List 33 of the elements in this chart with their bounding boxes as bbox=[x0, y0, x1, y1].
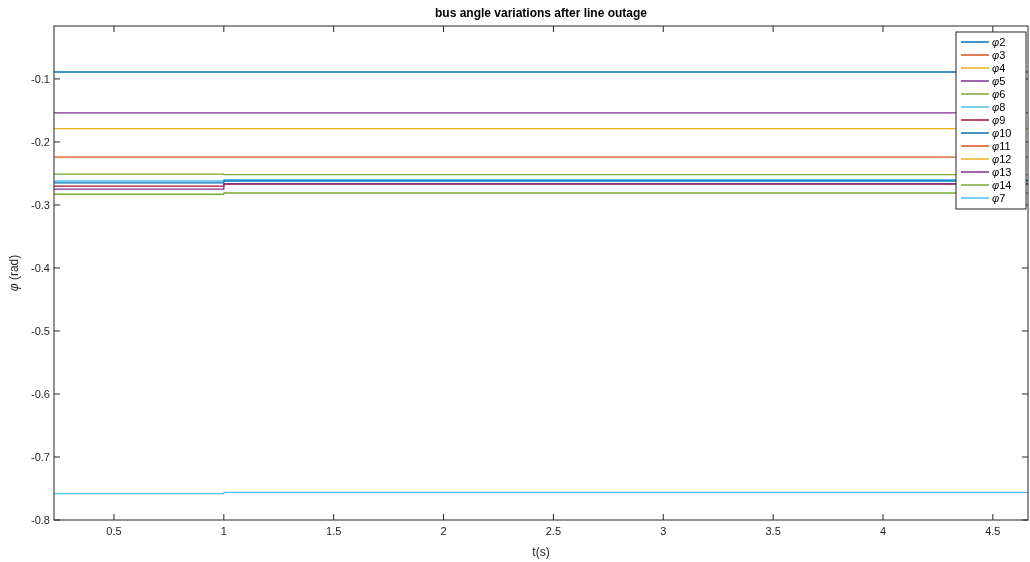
legend-label: φ6 bbox=[992, 87, 1006, 100]
legend-label: φ10 bbox=[992, 126, 1012, 139]
x-tick-label: 0.5 bbox=[106, 525, 122, 537]
legend-label: φ11 bbox=[992, 139, 1011, 152]
y-tick-label: -0.3 bbox=[31, 198, 50, 211]
x-tick-label: 3.5 bbox=[765, 525, 781, 537]
y-tick-label: -0.6 bbox=[31, 387, 50, 400]
legend-label: φ12 bbox=[992, 152, 1012, 165]
y-tick-label: -0.4 bbox=[31, 261, 50, 274]
x-tick-label: 4 bbox=[879, 525, 887, 537]
x-tick-label: 2.5 bbox=[545, 525, 562, 537]
legend-label: φ8 bbox=[992, 100, 1006, 113]
legend-label: φ2 bbox=[992, 35, 1006, 48]
x-axis-title: t(s) bbox=[532, 545, 550, 559]
y-axis-title: φ (rad) bbox=[7, 254, 21, 292]
x-tick-label: 1.5 bbox=[326, 525, 342, 537]
x-tick-label: 2 bbox=[440, 525, 447, 537]
legend-label: φ3 bbox=[992, 48, 1006, 61]
y-tick-label: -0.5 bbox=[31, 324, 50, 337]
chart-title: bus angle variations after line outage bbox=[434, 6, 648, 20]
y-tick-label: -0.8 bbox=[31, 513, 50, 526]
y-tick-label: -0.2 bbox=[31, 135, 50, 148]
legend-label: φ5 bbox=[992, 74, 1006, 87]
x-tick-label: 4.5 bbox=[985, 525, 1001, 537]
y-tick-label: -0.7 bbox=[31, 450, 50, 463]
x-tick-label: 1 bbox=[220, 525, 227, 537]
x-tick-label: 3 bbox=[660, 525, 667, 537]
legend-label: φ13 bbox=[992, 165, 1012, 178]
legend-label: φ7 bbox=[992, 191, 1006, 204]
legend-label: φ4 bbox=[992, 61, 1006, 74]
y-tick-label: -0.1 bbox=[31, 72, 50, 85]
legend-label: φ14 bbox=[992, 178, 1012, 191]
legend-label: φ9 bbox=[992, 113, 1006, 126]
